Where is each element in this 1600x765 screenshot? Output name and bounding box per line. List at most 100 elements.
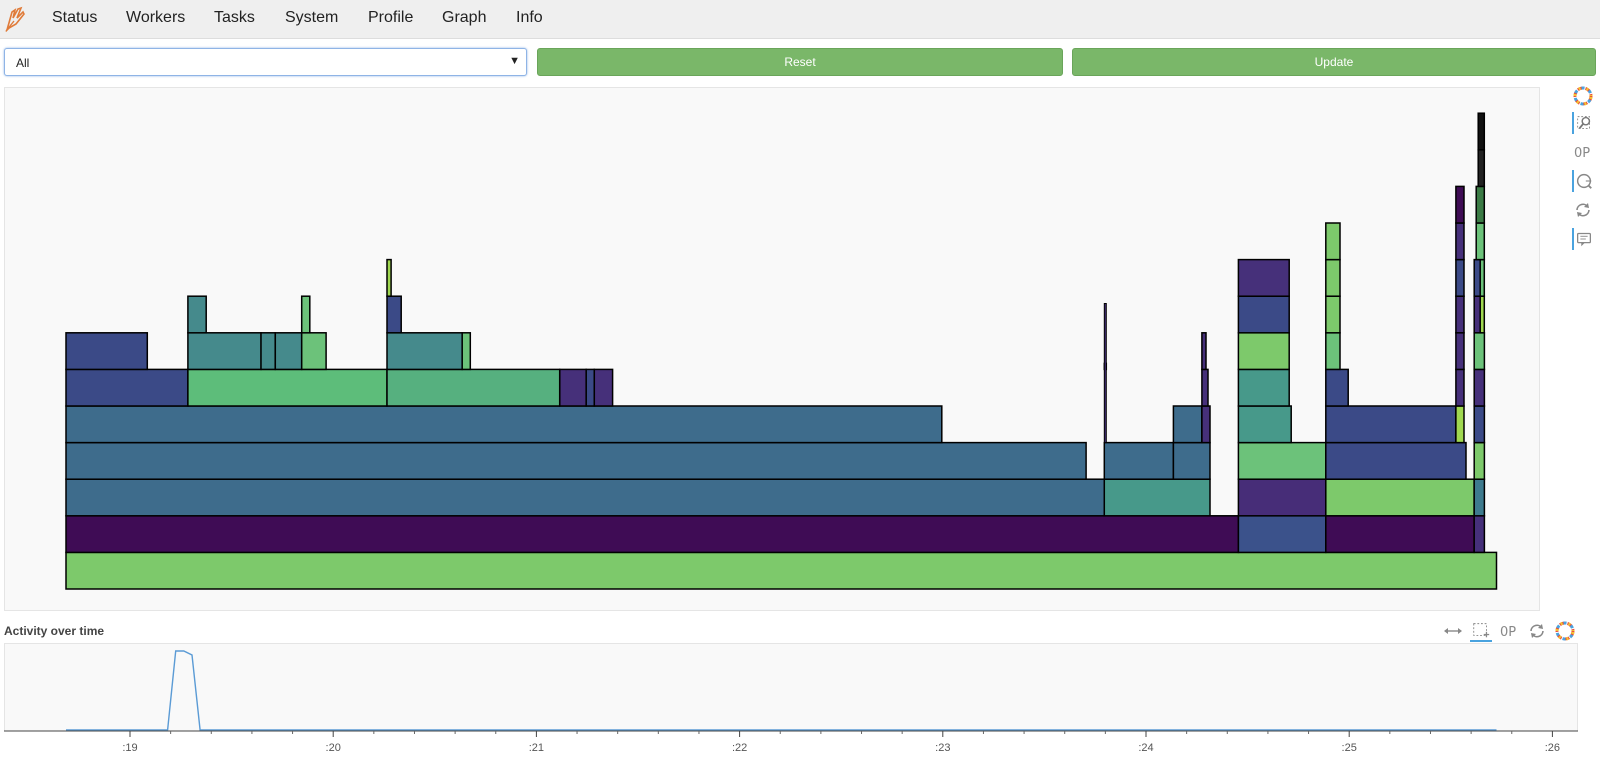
activity-line — [66, 650, 1497, 731]
nav-tasks[interactable]: Tasks — [214, 9, 255, 26]
task-block[interactable] — [1325, 515, 1475, 554]
box-zoom-icon[interactable] — [1572, 112, 1594, 134]
task-block[interactable] — [1237, 515, 1327, 554]
task-block[interactable] — [386, 332, 463, 371]
task-block[interactable] — [1455, 258, 1465, 297]
pan-icon[interactable]: 0P — [1572, 141, 1594, 163]
task-block[interactable] — [1473, 332, 1486, 371]
task-block[interactable] — [386, 258, 392, 297]
wheel-zoom-icon[interactable]: 0P — [1498, 620, 1520, 642]
task-block[interactable] — [1172, 441, 1211, 480]
flamegraph-svg[interactable] — [5, 88, 1541, 612]
task-block[interactable] — [65, 515, 1240, 554]
x-pan-icon[interactable] — [1442, 620, 1464, 642]
task-block[interactable] — [1237, 441, 1327, 480]
wheel-zoom-icon[interactable] — [1572, 170, 1594, 192]
task-block[interactable] — [1477, 112, 1486, 151]
task-block[interactable] — [1201, 368, 1209, 407]
task-block[interactable] — [1479, 295, 1486, 334]
nav-profile[interactable]: Profile — [368, 9, 414, 26]
task-block[interactable] — [65, 405, 943, 444]
task-block[interactable] — [1237, 258, 1290, 297]
task-block[interactable] — [187, 295, 207, 334]
task-block[interactable] — [187, 368, 388, 407]
task-block[interactable] — [1325, 258, 1341, 297]
task-filter-select[interactable]: All ▼ — [4, 48, 527, 76]
task-block[interactable] — [260, 332, 276, 371]
nav-info[interactable]: Info — [516, 9, 543, 26]
task-block[interactable] — [593, 368, 614, 407]
task-block[interactable] — [1237, 295, 1290, 334]
task-block[interactable] — [1237, 478, 1327, 517]
task-block[interactable] — [1455, 368, 1465, 407]
flamegraph-plot[interactable] — [4, 87, 1540, 611]
activity-line-svg[interactable] — [5, 644, 1579, 732]
task-block[interactable] — [1455, 295, 1465, 334]
bokeh-logo-icon[interactable] — [1572, 85, 1594, 107]
task-block[interactable] — [1325, 332, 1341, 371]
task-block[interactable] — [65, 441, 1087, 480]
task-block[interactable] — [65, 551, 1498, 590]
task-block[interactable] — [274, 332, 303, 371]
reset-icon[interactable] — [1572, 199, 1594, 221]
update-button[interactable]: Update — [1072, 48, 1596, 76]
dask-logo-icon[interactable] — [3, 6, 27, 32]
task-block[interactable] — [386, 295, 402, 334]
task-block[interactable] — [1201, 332, 1207, 371]
task-block[interactable] — [1455, 222, 1465, 261]
task-block[interactable] — [1325, 295, 1341, 334]
task-block[interactable] — [65, 368, 189, 407]
task-block[interactable] — [65, 478, 1106, 517]
axis-tick-label: :20 — [326, 742, 341, 754]
task-block[interactable] — [1473, 478, 1486, 517]
reset-button[interactable]: Reset — [537, 48, 1063, 76]
nav-graph[interactable]: Graph — [442, 9, 487, 26]
task-block[interactable] — [187, 332, 262, 371]
nav-system[interactable]: System — [285, 9, 339, 26]
task-block[interactable] — [1325, 222, 1341, 261]
svg-text:0P: 0P — [1500, 625, 1516, 640]
task-block[interactable] — [1475, 185, 1486, 224]
task-block[interactable] — [1237, 368, 1290, 407]
task-block[interactable] — [1172, 405, 1203, 444]
task-block[interactable] — [65, 332, 149, 371]
task-block[interactable] — [386, 368, 561, 407]
task-block[interactable] — [1325, 441, 1467, 480]
nav-status[interactable]: Status — [52, 9, 98, 26]
axis-tick-label: :23 — [935, 742, 950, 754]
task-block[interactable] — [1473, 405, 1486, 444]
task-block[interactable] — [1479, 258, 1486, 297]
task-block[interactable] — [1477, 149, 1486, 188]
task-block[interactable] — [1237, 332, 1290, 371]
axis-tick-label: :26 — [1545, 742, 1560, 754]
task-block[interactable] — [1103, 478, 1211, 517]
nav-workers[interactable]: Workers — [126, 9, 186, 26]
task-block[interactable] — [1103, 303, 1107, 444]
hover-icon[interactable] — [1572, 228, 1594, 250]
select-value: All — [16, 56, 30, 70]
reset-icon[interactable] — [1526, 620, 1548, 642]
x-box-zoom-icon[interactable] — [1470, 620, 1492, 642]
task-block[interactable] — [1473, 441, 1486, 480]
task-block[interactable] — [1455, 405, 1465, 444]
task-block[interactable] — [1103, 441, 1175, 480]
task-block[interactable] — [461, 332, 472, 371]
task-block[interactable] — [1325, 405, 1457, 444]
task-block[interactable] — [1455, 185, 1465, 224]
task-block[interactable] — [1473, 515, 1486, 554]
task-block[interactable] — [1473, 258, 1482, 297]
task-block[interactable] — [1473, 368, 1486, 407]
task-block[interactable] — [559, 368, 587, 407]
bokeh-logo-icon[interactable] — [1554, 620, 1576, 642]
task-block[interactable] — [300, 295, 311, 334]
task-block[interactable] — [1325, 368, 1349, 407]
task-block[interactable] — [1473, 295, 1482, 334]
task-block[interactable] — [1455, 332, 1465, 371]
task-block[interactable] — [1237, 405, 1292, 444]
task-block[interactable] — [1201, 405, 1211, 444]
task-block[interactable] — [300, 332, 327, 371]
task-block[interactable] — [1325, 478, 1475, 517]
task-block[interactable] — [1475, 222, 1486, 261]
task-block[interactable] — [585, 368, 596, 407]
activity-plot[interactable] — [4, 643, 1578, 731]
